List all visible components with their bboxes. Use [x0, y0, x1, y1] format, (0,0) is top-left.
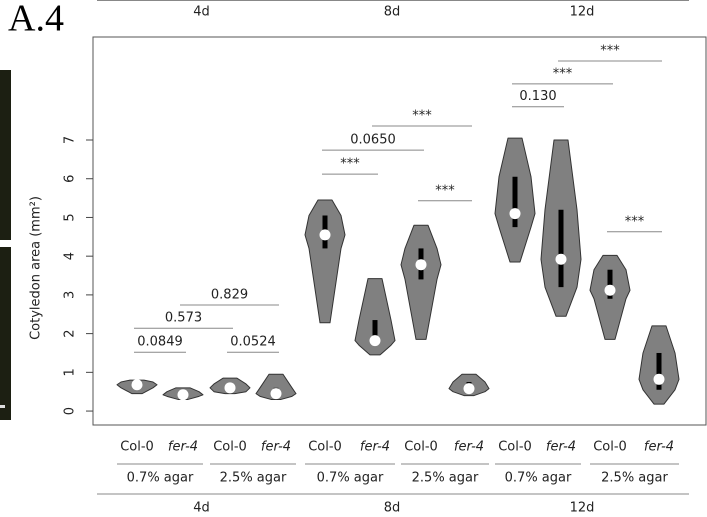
median-dot [270, 388, 282, 400]
media-label: 2.5% agar [412, 471, 479, 486]
y-tick-label: 5 [63, 213, 78, 221]
media-label: 2.5% agar [220, 471, 287, 486]
violin [304, 199, 346, 324]
comparison-label: 0.0650 [350, 133, 396, 148]
comparison-label: 0.829 [211, 287, 248, 302]
x-tick-label: fer-4 [546, 440, 576, 455]
median-dot [177, 389, 189, 401]
comparison-label: 0.0524 [230, 335, 276, 350]
violin [400, 224, 442, 340]
y-axis-label: Cotyledon area (mm²) [29, 196, 44, 340]
comparison-label: *** [625, 214, 645, 229]
comparison-label: 0.0849 [137, 335, 183, 350]
day-label-top: 8d [384, 5, 401, 20]
x-tick-label: fer-4 [454, 440, 484, 455]
comparison-label: 0.573 [165, 311, 202, 326]
x-tick-label: fer-4 [168, 440, 198, 455]
median-dot [224, 382, 236, 394]
x-tick-label: Col-0 [404, 440, 438, 455]
photo-strip [0, 70, 11, 420]
comparison-label: *** [600, 44, 620, 59]
media-label: 0.7% agar [317, 471, 384, 486]
x-tick-label: Col-0 [120, 440, 154, 455]
y-tick-label: 1 [63, 368, 78, 376]
median-dot [555, 253, 567, 265]
violin [255, 373, 297, 400]
day-label-top: 12d [570, 5, 595, 20]
median-dot [604, 284, 616, 296]
day-label-top: 4d [193, 5, 210, 20]
median-dot [131, 379, 143, 391]
panel-label: A.4 [8, 0, 64, 40]
y-tick-label: 3 [63, 291, 78, 299]
x-tick-label: fer-4 [261, 440, 291, 455]
day-label: 8d [384, 501, 401, 516]
median-dot [369, 335, 381, 347]
comparison-label: *** [435, 183, 455, 198]
plot-frame [92, 36, 707, 426]
media-label: 0.7% agar [505, 471, 572, 486]
x-tick-label: fer-4 [644, 440, 674, 455]
y-tick-label: 0 [63, 407, 78, 415]
comparison-label: 0.130 [519, 89, 556, 104]
y-tick-label: 7 [63, 136, 78, 144]
day-label: 12d [570, 501, 595, 516]
day-label: 4d [193, 501, 210, 516]
median-dot [509, 208, 521, 220]
x-tick-label: Col-0 [498, 440, 532, 455]
y-tick-label: 6 [63, 175, 78, 183]
comparison-label: *** [340, 157, 360, 172]
y-tick-label: 2 [63, 329, 78, 337]
x-tick-label: Col-0 [593, 440, 627, 455]
x-tick-label: fer-4 [360, 440, 390, 455]
median-dot [653, 373, 665, 385]
median-dot [415, 259, 427, 271]
median-dot [463, 383, 475, 395]
comparison-label: *** [412, 109, 432, 124]
y-tick-label: 4 [63, 252, 78, 260]
x-tick-label: Col-0 [213, 440, 247, 455]
comparison-label: *** [553, 66, 573, 81]
media-label: 0.7% agar [127, 471, 194, 486]
median-dot [319, 229, 331, 241]
media-label: 2.5% agar [601, 471, 668, 486]
violin [354, 278, 396, 356]
x-tick-label: Col-0 [308, 440, 342, 455]
